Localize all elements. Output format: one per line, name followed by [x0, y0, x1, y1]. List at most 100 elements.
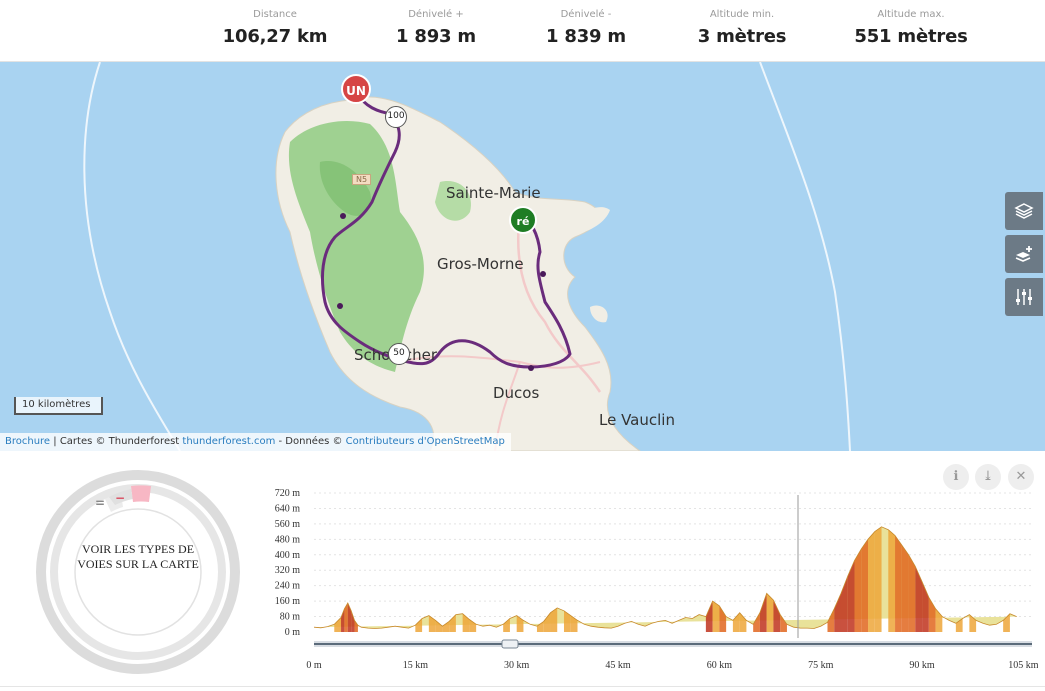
map-settings-button[interactable] [1005, 278, 1043, 316]
road-types-link[interactable]: VOIR LES TYPES DE VOIES SUR LA CARTE [77, 542, 199, 571]
gradient-band [442, 621, 450, 632]
layers-icon [1014, 203, 1034, 219]
map-layers-button[interactable] [1005, 192, 1043, 230]
route-finish-marker[interactable]: ré [509, 206, 537, 234]
add-layer-icon [1015, 246, 1032, 262]
map-label-sainte-marie: Sainte-Marie [446, 184, 541, 202]
map-label-gros-morne: Gros-Morne [437, 255, 524, 273]
gradient-band [928, 597, 936, 632]
route-start-marker[interactable]: UN [341, 74, 371, 104]
forest-area [288, 121, 424, 372]
gradient-band [469, 619, 477, 632]
gradient-band [861, 539, 869, 632]
stat-value: 1 893 m [396, 26, 476, 47]
gradient-band [719, 605, 727, 632]
map-add-layer-button[interactable] [1005, 235, 1043, 273]
gradient-band [915, 566, 923, 632]
range-slider-handle [501, 639, 519, 649]
close-button[interactable]: ✕ [1008, 464, 1034, 490]
stat-label: Distance [253, 9, 297, 20]
attribution-thunderforest-link[interactable]: thunderforest.com [182, 436, 276, 447]
map-attribution: Brochure | Cartes © Thunderforest thunde… [0, 433, 511, 451]
download-icon: ⤓ [982, 469, 994, 484]
gradient-band [341, 608, 345, 632]
gradient-band [969, 614, 977, 632]
gradient-band [732, 612, 740, 632]
stat-value: 1 839 m [546, 26, 626, 47]
gradient-band [503, 618, 510, 632]
gradient-band [344, 603, 348, 632]
x-tick-label: 75 km [808, 660, 834, 671]
y-tick-label: 240 m [275, 581, 301, 592]
x-tick-label: 45 km [605, 660, 631, 671]
download-button[interactable]: ⤓ [975, 464, 1001, 490]
road-label-n5: N5 [352, 174, 372, 185]
y-tick-label: 640 m [275, 503, 301, 514]
gradient-band [415, 618, 423, 632]
gradient-band [347, 603, 352, 632]
attribution-brochure-link[interactable]: Brochure [5, 436, 51, 447]
gradient-band [435, 620, 443, 632]
gradient-band [759, 593, 767, 632]
road-types-ring[interactable]: = − VOIR LES TYPES DE VOIES SUR LA CARTE [35, 469, 241, 675]
y-tick-label: 400 m [275, 550, 301, 561]
stat-value: 106,27 km [222, 26, 328, 47]
close-icon: ✕ [1015, 469, 1027, 484]
sliders-icon [1016, 289, 1032, 305]
map-label-ducos: Ducos [493, 384, 540, 402]
gradient-band [773, 600, 781, 632]
stat-value: 3 mètres [697, 26, 787, 47]
gradient-band [901, 545, 909, 632]
x-tick-label: 90 km [909, 660, 935, 671]
stat-altitude-min: Altitude min. 3 mètres [667, 0, 817, 47]
gradient-band [449, 614, 456, 632]
gradient-band [739, 612, 747, 632]
stat-elevation-loss: Dénivelé - 1 839 m [511, 0, 661, 47]
stat-distance: Distance 106,27 km [200, 0, 350, 47]
ring-segment-label-minus: − [115, 491, 126, 505]
elevation-line [313, 526, 1017, 629]
route-map[interactable]: Sainte-Marie Gros-Morne Schoelcher Ducos… [0, 62, 1045, 451]
y-tick-label: 480 m [275, 534, 301, 545]
gradient-band [847, 560, 855, 632]
y-tick-label: 0 m [285, 627, 301, 638]
gradient-band [895, 535, 902, 632]
gradient-band [908, 554, 916, 632]
gradient-band [563, 610, 571, 632]
ring-segment-label-equal: = [95, 496, 106, 510]
map-scale-bar: 10 kilomètres [14, 397, 103, 415]
x-tick-label: 105 km [1008, 660, 1038, 671]
page-footer-divider [0, 686, 1045, 687]
info-button[interactable]: ℹ [943, 464, 969, 490]
y-tick-label: 560 m [275, 519, 301, 530]
gradient-band [536, 621, 544, 632]
gradient-band [868, 531, 875, 632]
stat-elevation-gain: Dénivelé + 1 893 m [361, 0, 511, 47]
info-icon: ℹ [953, 469, 959, 484]
ring-segment-minus [131, 485, 151, 502]
elevation-profile-chart[interactable]: 720 m 640 m 560 m 480 m 400 m 320 m 240 m 160 m… [258, 485, 1038, 685]
y-tick-label: 160 m [275, 596, 301, 607]
gradient-band [854, 548, 862, 632]
route-stats-bar: Distance 106,27 km Dénivelé + 1 893 m Dé… [0, 0, 1045, 62]
stat-altitude-max: Altitude max. 551 mètres [836, 0, 986, 47]
stat-label: Dénivelé - [560, 9, 612, 20]
gradient-band [834, 593, 841, 632]
gradient-band [935, 608, 943, 632]
road-shield-100: 100 [385, 106, 407, 128]
y-tick-label: 720 m [275, 488, 301, 499]
gradient-band [334, 617, 342, 632]
gradient-band [550, 607, 558, 632]
x-tick-label: 15 km [403, 660, 429, 671]
range-slider[interactable] [314, 639, 1032, 649]
attribution-osm-link[interactable]: Contributeurs d'OpenStreetMap [345, 436, 505, 447]
gradient-band [705, 601, 713, 632]
stat-label: Altitude min. [709, 9, 775, 20]
road-shield-50: 50 [388, 343, 410, 365]
elevation-panel: = − VOIR LES TYPES DE VOIES SUR LA CARTE… [0, 451, 1045, 691]
gradient-band [888, 529, 896, 632]
y-tick-label: 320 m [275, 565, 301, 576]
x-tick-label: 30 km [504, 660, 530, 671]
gradient-band [955, 618, 963, 632]
stat-label: Dénivelé + [408, 9, 464, 20]
